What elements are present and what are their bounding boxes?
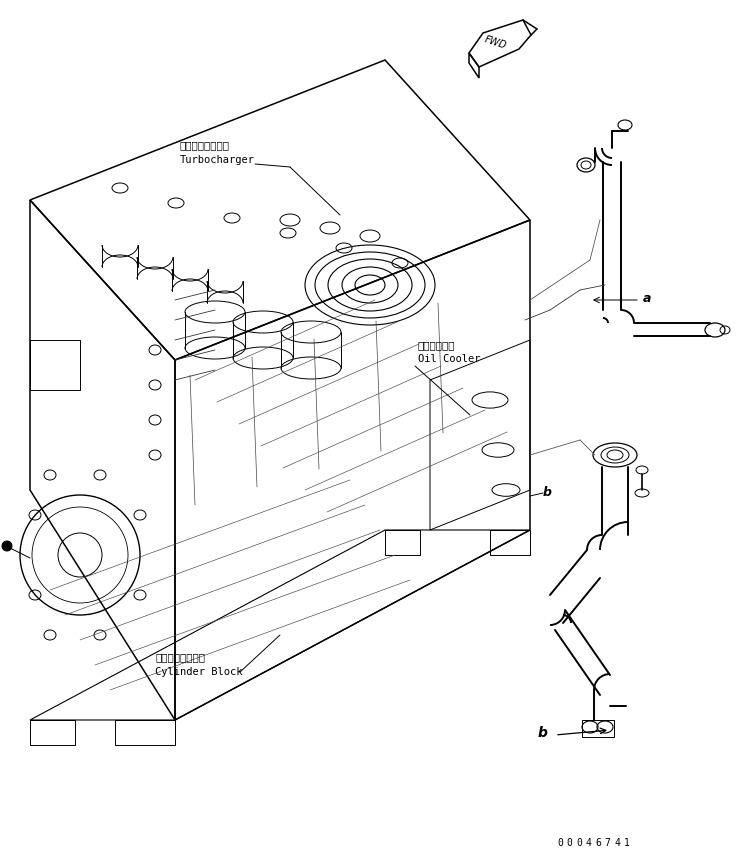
Text: Turbocharger: Turbocharger [180, 155, 255, 165]
Text: 0: 0 [567, 838, 572, 848]
Ellipse shape [607, 450, 623, 460]
Text: 7: 7 [605, 838, 611, 848]
Text: Cylinder Block: Cylinder Block [155, 667, 242, 677]
Text: FWD: FWD [483, 34, 507, 52]
Text: オイルクーラ: オイルクーラ [418, 340, 455, 350]
Text: シリンダブロック: シリンダブロック [155, 652, 205, 662]
Text: 4: 4 [614, 838, 620, 848]
Text: ターボチャージャ: ターボチャージャ [180, 140, 230, 150]
Ellipse shape [2, 541, 12, 551]
Text: 0: 0 [576, 838, 582, 848]
Text: b: b [538, 726, 548, 740]
Text: 0: 0 [557, 838, 563, 848]
Ellipse shape [581, 161, 591, 169]
Text: b: b [543, 486, 552, 499]
Text: a: a [643, 291, 652, 304]
Text: 1: 1 [623, 838, 629, 848]
Text: 4: 4 [585, 838, 591, 848]
Text: Oil Cooler: Oil Cooler [418, 354, 481, 364]
Text: 6: 6 [595, 838, 601, 848]
Ellipse shape [635, 489, 649, 497]
